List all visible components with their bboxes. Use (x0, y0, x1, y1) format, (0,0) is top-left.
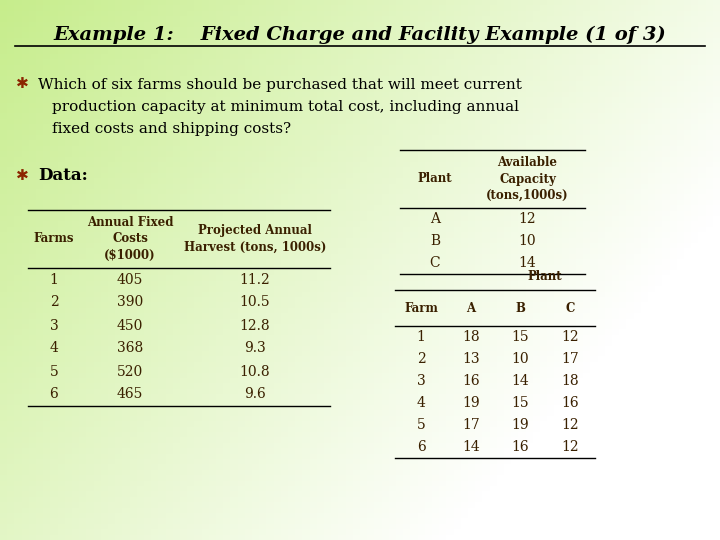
Text: 13: 13 (462, 352, 480, 366)
Text: 15: 15 (511, 330, 528, 344)
Text: 368: 368 (117, 341, 143, 355)
Text: 15: 15 (511, 396, 528, 410)
Text: Available
Capacity
(tons,1000s): Available Capacity (tons,1000s) (486, 156, 569, 202)
Text: Example 1:    Fixed Charge and Facility Example (1 of 3): Example 1: Fixed Charge and Facility Exa… (53, 26, 667, 44)
Text: 6: 6 (50, 388, 58, 402)
Text: 4: 4 (417, 396, 426, 410)
Text: 11.2: 11.2 (240, 273, 271, 287)
Text: Annual Fixed
Costs
($1000): Annual Fixed Costs ($1000) (86, 216, 174, 262)
Text: C: C (430, 256, 441, 270)
Text: Data:: Data: (38, 166, 88, 184)
Text: Projected Annual
Harvest (tons, 1000s): Projected Annual Harvest (tons, 1000s) (184, 224, 326, 254)
Text: 9.3: 9.3 (244, 341, 266, 355)
Text: 14: 14 (511, 374, 529, 388)
Text: 10.5: 10.5 (240, 295, 270, 309)
Text: 465: 465 (117, 388, 143, 402)
Text: 9.6: 9.6 (244, 388, 266, 402)
Text: 5: 5 (417, 418, 426, 432)
Text: 1: 1 (50, 273, 58, 287)
Text: 18: 18 (462, 330, 480, 344)
Text: 16: 16 (561, 396, 579, 410)
Text: ✱: ✱ (16, 76, 28, 91)
Text: 16: 16 (462, 374, 480, 388)
Text: 10.8: 10.8 (240, 364, 270, 379)
Text: Plant: Plant (418, 172, 452, 186)
Text: 17: 17 (462, 418, 480, 432)
Text: B: B (515, 301, 525, 314)
Text: 14: 14 (462, 440, 480, 454)
Text: 12: 12 (561, 418, 579, 432)
Text: B: B (430, 234, 440, 248)
Text: 6: 6 (417, 440, 426, 454)
Text: fixed costs and shipping costs?: fixed costs and shipping costs? (52, 122, 291, 136)
Text: 390: 390 (117, 295, 143, 309)
Text: 5: 5 (50, 364, 58, 379)
Text: 520: 520 (117, 364, 143, 379)
Text: A: A (430, 212, 440, 226)
Text: Which of six farms should be purchased that will meet current: Which of six farms should be purchased t… (38, 78, 522, 92)
Text: 405: 405 (117, 273, 143, 287)
Text: ✱: ✱ (16, 167, 28, 183)
Text: Farm: Farm (404, 301, 438, 314)
Text: A: A (467, 301, 476, 314)
Text: 12: 12 (518, 212, 536, 226)
Text: 18: 18 (561, 374, 579, 388)
Text: 3: 3 (417, 374, 426, 388)
Text: 2: 2 (50, 295, 58, 309)
Text: 1: 1 (417, 330, 426, 344)
Text: 12: 12 (561, 440, 579, 454)
Text: 19: 19 (511, 418, 528, 432)
Text: 17: 17 (561, 352, 579, 366)
Text: 16: 16 (511, 440, 528, 454)
Text: 10: 10 (518, 234, 536, 248)
Text: 2: 2 (417, 352, 426, 366)
Text: 3: 3 (50, 319, 58, 333)
Text: 12: 12 (561, 330, 579, 344)
Text: 4: 4 (50, 341, 58, 355)
Text: 12.8: 12.8 (240, 319, 270, 333)
Text: 19: 19 (462, 396, 480, 410)
Text: Farms: Farms (34, 233, 74, 246)
Text: 450: 450 (117, 319, 143, 333)
Text: Plant: Plant (528, 269, 562, 282)
Text: 14: 14 (518, 256, 536, 270)
Text: production capacity at minimum total cost, including annual: production capacity at minimum total cos… (52, 100, 519, 114)
Text: 10: 10 (511, 352, 528, 366)
Text: C: C (565, 301, 575, 314)
